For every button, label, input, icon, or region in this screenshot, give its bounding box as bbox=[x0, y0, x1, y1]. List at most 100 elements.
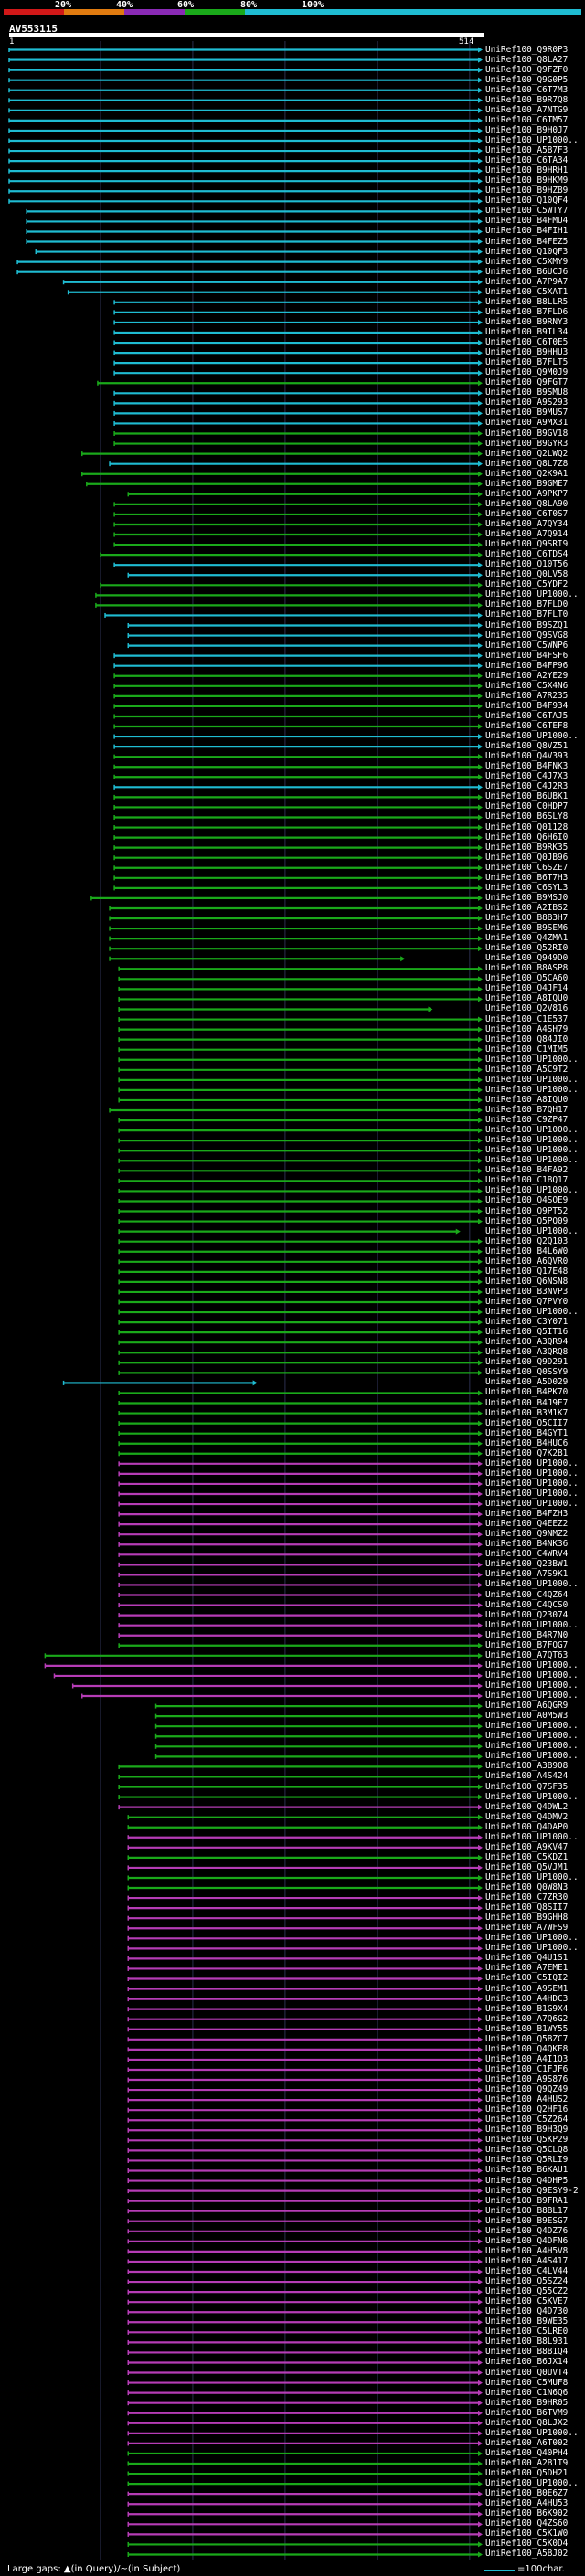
hit-bar[interactable] bbox=[109, 461, 483, 467]
hit-label[interactable]: UniRef100_C4LV44 bbox=[485, 2266, 569, 2276]
hit-bar[interactable] bbox=[95, 592, 483, 599]
hit-label[interactable]: UniRef100_B9SMU8 bbox=[485, 387, 569, 398]
hit-label[interactable]: UniRef100_C9ZP47 bbox=[485, 1115, 569, 1126]
hit-bar[interactable] bbox=[118, 1794, 483, 1800]
hit-bar[interactable] bbox=[113, 532, 483, 538]
hit-bar[interactable] bbox=[113, 511, 483, 517]
hit-label[interactable]: UniRef100_UP1000.. bbox=[485, 1084, 579, 1095]
hit-label[interactable]: UniRef100_C6TAJ5 bbox=[485, 710, 569, 721]
hit-label[interactable]: UniRef100_C5XAT1 bbox=[485, 286, 569, 297]
hit-label[interactable]: UniRef100_Q8LJX2 bbox=[485, 2417, 569, 2428]
hit-bar[interactable] bbox=[118, 1470, 483, 1477]
hit-bar[interactable] bbox=[118, 1238, 483, 1245]
hit-bar[interactable] bbox=[118, 1642, 483, 1648]
hit-bar[interactable] bbox=[113, 370, 483, 376]
hit-bar[interactable] bbox=[127, 2380, 483, 2386]
hit-label[interactable]: UniRef100_C6TDS4 bbox=[485, 549, 569, 560]
hit-label[interactable]: UniRef100_A7P9A7 bbox=[485, 276, 569, 287]
hit-label[interactable]: UniRef100_Q10QF4 bbox=[485, 196, 569, 207]
hit-bar[interactable] bbox=[118, 1592, 483, 1598]
hit-bar[interactable] bbox=[113, 420, 483, 427]
hit-bar[interactable] bbox=[127, 2369, 483, 2376]
hit-bar[interactable] bbox=[26, 228, 483, 235]
hit-bar[interactable] bbox=[113, 350, 483, 356]
hit-label[interactable]: UniRef100_UP1000.. bbox=[485, 1791, 579, 1802]
hit-label[interactable]: UniRef100_B4PK70 bbox=[485, 1387, 569, 1398]
hit-bar[interactable] bbox=[118, 1521, 483, 1528]
hit-label[interactable]: UniRef100_UP1000.. bbox=[485, 1721, 579, 1732]
hit-label[interactable]: UniRef100_Q9QZ49 bbox=[485, 2084, 569, 2095]
hit-label[interactable]: UniRef100_UP1000.. bbox=[485, 1145, 579, 1156]
hit-label[interactable]: UniRef100_C5X4N6 bbox=[485, 680, 569, 691]
hit-label[interactable]: UniRef100_C1BQ17 bbox=[485, 1175, 569, 1186]
hit-label[interactable]: UniRef100_Q9R0P3 bbox=[485, 44, 569, 55]
hit-label[interactable]: UniRef100_Q55CZ2 bbox=[485, 2286, 569, 2297]
hit-bar[interactable] bbox=[127, 2359, 483, 2366]
hit-label[interactable]: UniRef100_A9S293 bbox=[485, 398, 569, 408]
hit-label[interactable]: UniRef100_UP1000.. bbox=[485, 1943, 579, 1954]
hit-bar[interactable] bbox=[53, 1672, 483, 1679]
hit-bar[interactable] bbox=[113, 390, 483, 397]
hit-bar[interactable] bbox=[113, 885, 483, 891]
hit-bar[interactable] bbox=[113, 824, 483, 831]
hit-bar[interactable] bbox=[118, 1006, 433, 1012]
hit-label[interactable]: UniRef100_B7FQG7 bbox=[485, 1639, 569, 1650]
hit-label[interactable]: UniRef100_Q4DHP5 bbox=[485, 2175, 569, 2186]
hit-label[interactable]: UniRef100_B1WY55 bbox=[485, 2023, 569, 2034]
hit-bar[interactable] bbox=[118, 1208, 483, 1214]
hit-label[interactable]: UniRef100_A3B908 bbox=[485, 1761, 569, 1772]
hit-label[interactable]: UniRef100_B6T7H3 bbox=[485, 872, 569, 883]
hit-label[interactable]: UniRef100_A4HU53 bbox=[485, 2498, 569, 2509]
hit-bar[interactable] bbox=[127, 2087, 483, 2094]
hit-bar[interactable] bbox=[118, 976, 483, 982]
hit-label[interactable]: UniRef100_B4FA92 bbox=[485, 1165, 569, 1176]
hit-label[interactable]: UniRef100_Q8L7Z8 bbox=[485, 458, 569, 469]
hit-label[interactable]: UniRef100_UP1000.. bbox=[485, 1579, 579, 1590]
hit-bar[interactable] bbox=[127, 2066, 483, 2072]
hit-label[interactable]: UniRef100_B6K902 bbox=[485, 2508, 569, 2519]
hit-bar[interactable] bbox=[8, 87, 483, 93]
hit-label[interactable]: UniRef100_A3QR94 bbox=[485, 1337, 569, 1348]
hit-label[interactable]: UniRef100_C6TA34 bbox=[485, 155, 569, 166]
hit-label[interactable]: UniRef100_Q9ESY9-2 bbox=[485, 2185, 579, 2196]
hit-label[interactable]: UniRef100_C1FJF6 bbox=[485, 2063, 569, 2074]
hit-bar[interactable] bbox=[127, 622, 483, 629]
hit-bar[interactable] bbox=[113, 663, 483, 669]
hit-label[interactable]: UniRef100_Q4V393 bbox=[485, 751, 569, 762]
hit-bar[interactable] bbox=[154, 1744, 483, 1750]
hit-label[interactable]: UniRef100_B7FLD0 bbox=[485, 599, 569, 610]
hit-label[interactable]: UniRef100_C4QZ64 bbox=[485, 1589, 569, 1600]
hit-bar[interactable] bbox=[127, 1966, 483, 1972]
hit-label[interactable]: UniRef100_Q6H6I0 bbox=[485, 832, 569, 843]
hit-bar[interactable] bbox=[113, 844, 483, 851]
hit-label[interactable]: UniRef100_A4S417 bbox=[485, 2255, 569, 2266]
hit-bar[interactable] bbox=[127, 2309, 483, 2316]
hit-bar[interactable] bbox=[8, 57, 483, 63]
hit-bar[interactable] bbox=[109, 1108, 483, 1114]
hit-label[interactable]: UniRef100_B4FEZ5 bbox=[485, 236, 569, 247]
hit-label[interactable]: UniRef100_UP1000.. bbox=[485, 1155, 579, 1166]
hit-bar[interactable] bbox=[118, 1532, 483, 1538]
hit-label[interactable]: UniRef100_A8IQU0 bbox=[485, 993, 569, 1004]
hit-label[interactable]: UniRef100_UP1000.. bbox=[485, 1731, 579, 1742]
hit-bar[interactable] bbox=[127, 2147, 483, 2154]
hit-bar[interactable] bbox=[113, 562, 483, 568]
hit-bar[interactable] bbox=[118, 1582, 483, 1588]
hit-bar[interactable] bbox=[62, 1380, 258, 1386]
hit-bar[interactable] bbox=[127, 2258, 483, 2264]
hit-bar[interactable] bbox=[8, 107, 483, 113]
hit-label[interactable]: UniRef100_UP1000.. bbox=[485, 1751, 579, 1762]
hit-label[interactable]: UniRef100_A7EME1 bbox=[485, 1963, 569, 1974]
hit-label[interactable]: UniRef100_B7QH17 bbox=[485, 1105, 569, 1115]
hit-bar[interactable] bbox=[127, 1874, 483, 1881]
hit-label[interactable]: UniRef100_B6JX14 bbox=[485, 2357, 569, 2368]
hit-bar[interactable] bbox=[127, 2319, 483, 2326]
hit-bar[interactable] bbox=[127, 2107, 483, 2114]
hit-bar[interactable] bbox=[118, 1774, 483, 1780]
hit-bar[interactable] bbox=[113, 400, 483, 407]
hit-bar[interactable] bbox=[118, 1501, 483, 1508]
hit-bar[interactable] bbox=[127, 2269, 483, 2275]
hit-label[interactable]: UniRef100_B6TVM9 bbox=[485, 2407, 569, 2418]
hit-label[interactable]: UniRef100_UP1000.. bbox=[485, 1054, 579, 1065]
hit-label[interactable]: UniRef100_A9S876 bbox=[485, 2074, 569, 2085]
